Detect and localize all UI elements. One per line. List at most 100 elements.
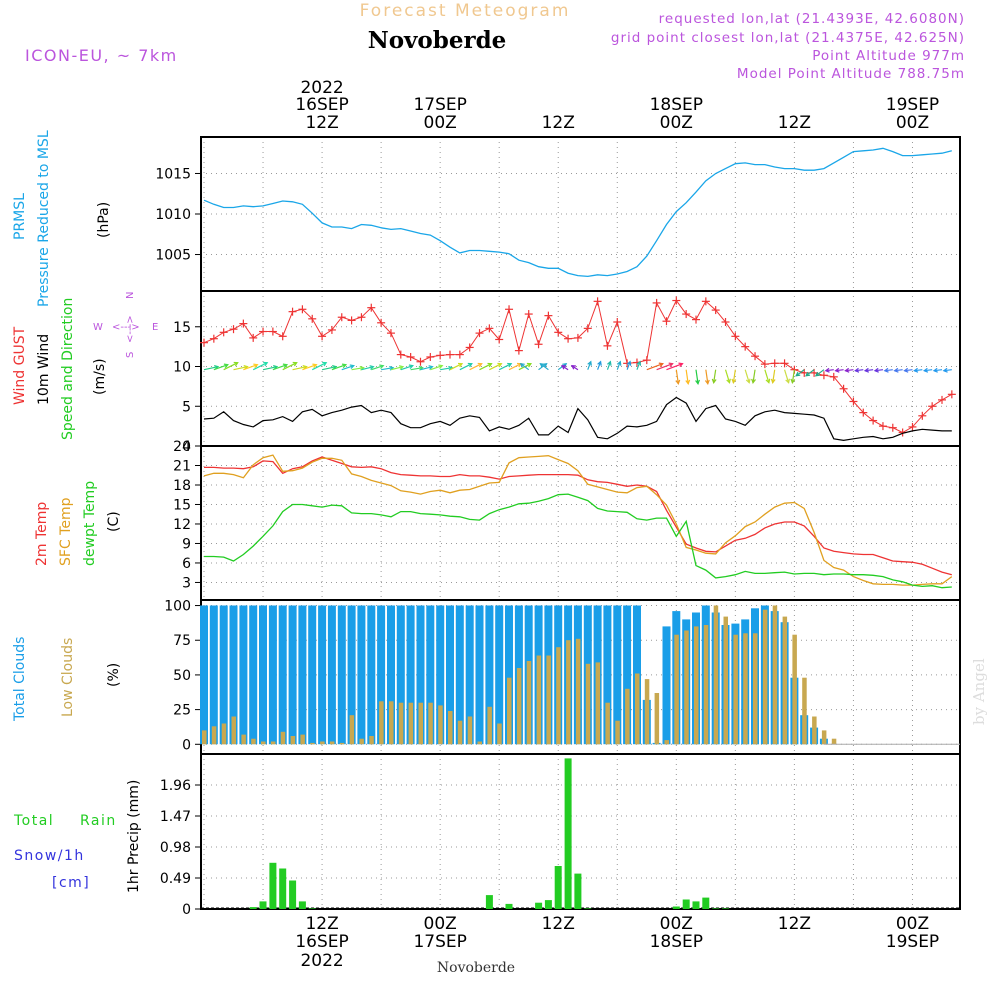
wind-arrow-head bbox=[711, 378, 717, 384]
total-cloud-bar bbox=[367, 605, 376, 745]
temp-2m-label: 2m Temp bbox=[34, 502, 50, 566]
total-cloud-bar bbox=[613, 605, 622, 745]
wind-arrow bbox=[865, 369, 874, 372]
y-tick-label: 1015 bbox=[155, 166, 191, 182]
wind-arrow bbox=[874, 369, 884, 372]
gust-marker bbox=[908, 422, 917, 431]
total-cloud-bar bbox=[406, 605, 415, 745]
low-cloud-bar bbox=[497, 723, 502, 745]
wind-arrow bbox=[825, 369, 834, 372]
total-cloud-bar bbox=[357, 605, 366, 745]
wind-arrow-head bbox=[658, 362, 664, 368]
low-cloud-bar bbox=[802, 677, 807, 745]
rain-bar bbox=[672, 906, 680, 909]
wind-arrow bbox=[361, 366, 374, 371]
rain-bar bbox=[722, 908, 729, 909]
wind-arrow bbox=[292, 366, 307, 371]
y-tick-label: 0 bbox=[182, 902, 191, 918]
total-clouds-label: Total Clouds bbox=[12, 637, 28, 722]
wind-arrow-head bbox=[824, 367, 830, 373]
low-cloud-bar bbox=[221, 723, 227, 745]
wind-arrow bbox=[724, 369, 731, 383]
bottom-tick-year: 2022 bbox=[300, 951, 343, 971]
gust-marker bbox=[426, 352, 435, 361]
wind-arrow bbox=[795, 369, 805, 377]
low-cloud-bar bbox=[507, 677, 512, 745]
wind-arrow-head bbox=[526, 362, 533, 368]
gust-marker bbox=[505, 305, 514, 314]
wind-arrow-head bbox=[814, 371, 820, 377]
gust-marker bbox=[760, 360, 769, 369]
low-cloud-bar bbox=[241, 734, 246, 745]
watermark: by Angel bbox=[970, 658, 988, 725]
low-cloud-bar bbox=[300, 734, 305, 745]
gust-marker bbox=[938, 395, 946, 404]
wind-arrow-head bbox=[341, 363, 348, 369]
gust-marker bbox=[564, 334, 573, 343]
low-cloud-bar bbox=[635, 673, 640, 745]
total-cloud-bar bbox=[239, 605, 248, 745]
wind-arrow bbox=[233, 366, 248, 371]
wind-arrow bbox=[469, 363, 482, 371]
low-cloud-bar bbox=[654, 693, 660, 745]
low-cloud-bar bbox=[339, 742, 345, 745]
bottom-time-tick: 12Z bbox=[778, 914, 811, 934]
wind-arrow-head bbox=[685, 379, 691, 385]
panel-2: 3 6 9 12 15 18 21 24 bbox=[173, 439, 961, 601]
total-cloud-bar bbox=[259, 605, 267, 745]
wind-arrow bbox=[390, 366, 404, 371]
low-cloud-bar bbox=[329, 741, 335, 745]
wind-arrow-head bbox=[903, 367, 909, 373]
gust-marker bbox=[859, 408, 868, 417]
wind-arrow-head bbox=[942, 367, 948, 373]
y-tick-label: 21 bbox=[173, 458, 191, 474]
y-tick-label: 0 bbox=[182, 439, 191, 455]
top-tick-hour: 12Z bbox=[542, 113, 575, 133]
wind-arrow bbox=[587, 361, 592, 370]
wind-arrow-head bbox=[731, 378, 737, 384]
low-clouds-label: Low Clouds bbox=[60, 638, 76, 717]
y-tick-label: 100 bbox=[164, 599, 191, 615]
gust-marker bbox=[573, 333, 582, 342]
y-tick-label: 0.98 bbox=[160, 840, 191, 856]
precip-cm-label: [cm] bbox=[52, 875, 90, 891]
wind-arrow-head bbox=[497, 362, 503, 368]
gust-marker bbox=[465, 343, 474, 352]
gust-marker bbox=[593, 297, 602, 306]
wind-arrow-head bbox=[932, 367, 938, 373]
gust-marker bbox=[603, 341, 612, 350]
y-tick-label: 10 bbox=[173, 360, 191, 376]
wind-arrow bbox=[243, 364, 258, 371]
total-cloud-bar bbox=[337, 605, 346, 745]
low-cloud-bar bbox=[428, 702, 433, 745]
total-cloud-bar bbox=[219, 605, 228, 745]
low-cloud-bar bbox=[684, 630, 689, 745]
low-cloud-bar bbox=[457, 720, 463, 745]
low-cloud-bar bbox=[713, 605, 719, 745]
gust-marker bbox=[869, 416, 878, 425]
wind-arrow-head bbox=[873, 367, 879, 373]
gust-marker bbox=[219, 328, 228, 337]
bottom-tick-date: 19SEP bbox=[886, 932, 939, 952]
low-cloud-bar bbox=[379, 701, 384, 745]
rain-bar bbox=[505, 903, 513, 909]
wind-arrow bbox=[538, 363, 547, 371]
rain-bar bbox=[249, 907, 257, 909]
wind-10m-label: 10m Wind bbox=[36, 334, 52, 405]
bottom-tick-hour: 00Z bbox=[660, 914, 693, 934]
precip-labels: Total Rain Snow/1h [cm] 1hr Precip (mm) bbox=[13, 780, 142, 893]
gust-marker bbox=[672, 296, 681, 305]
top-tick-date: 16SEP bbox=[295, 95, 348, 115]
gust-marker bbox=[327, 325, 336, 334]
gust-marker bbox=[416, 357, 425, 366]
bottom-tick-hour: 12Z bbox=[778, 914, 811, 934]
total-cloud-bar bbox=[387, 605, 395, 745]
low-cloud-bar bbox=[516, 668, 522, 745]
gust-marker bbox=[268, 327, 277, 336]
wind-arrow bbox=[430, 365, 443, 371]
